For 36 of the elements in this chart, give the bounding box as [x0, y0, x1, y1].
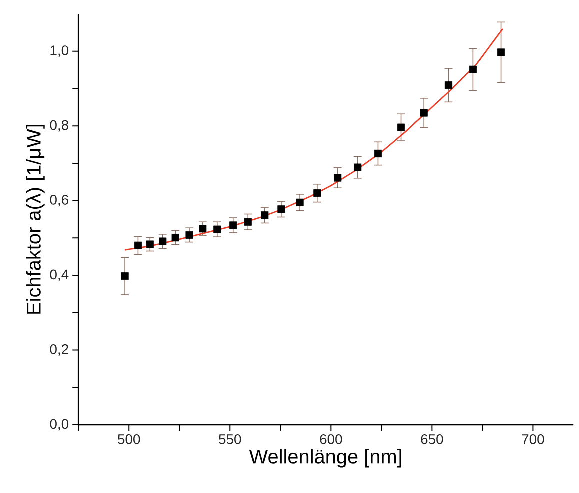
- point: [261, 212, 269, 220]
- point: [278, 206, 286, 214]
- point: [159, 238, 167, 246]
- y-tick-label: 0,2: [50, 344, 68, 356]
- point: [374, 150, 382, 158]
- point: [186, 231, 194, 239]
- point: [146, 240, 154, 248]
- y-tick-label: 0,4: [50, 270, 69, 282]
- point: [199, 225, 207, 233]
- y-tick-label: 0,8: [50, 120, 68, 132]
- y-axis-title: Eichfaktor a(λ) [1/μW]: [26, 124, 45, 314]
- point: [121, 272, 129, 280]
- x-tick-label: 600: [320, 434, 342, 444]
- point: [296, 198, 304, 206]
- point: [172, 234, 180, 242]
- point: [497, 48, 506, 56]
- point: [314, 190, 322, 198]
- point: [214, 226, 222, 234]
- point: [420, 109, 428, 117]
- x-tick-label: 700: [522, 434, 544, 444]
- point: [134, 242, 142, 250]
- point: [469, 66, 477, 74]
- x-axis-title: Wellenlänge [nm]: [249, 449, 402, 468]
- point: [444, 82, 453, 90]
- line-series: [124, 28, 504, 251]
- point: [354, 164, 362, 172]
- x-tick-label: 500: [118, 434, 140, 444]
- y-tick-label: 0,6: [50, 195, 68, 207]
- point: [230, 222, 238, 230]
- y-tick-label: 0,0: [50, 419, 69, 431]
- x-tick-label: 550: [219, 434, 242, 444]
- point: [397, 124, 406, 132]
- y-tick-label: 1,0: [50, 46, 69, 58]
- point: [334, 174, 342, 182]
- x-tick-label: 650: [421, 434, 444, 444]
- point: [244, 218, 252, 226]
